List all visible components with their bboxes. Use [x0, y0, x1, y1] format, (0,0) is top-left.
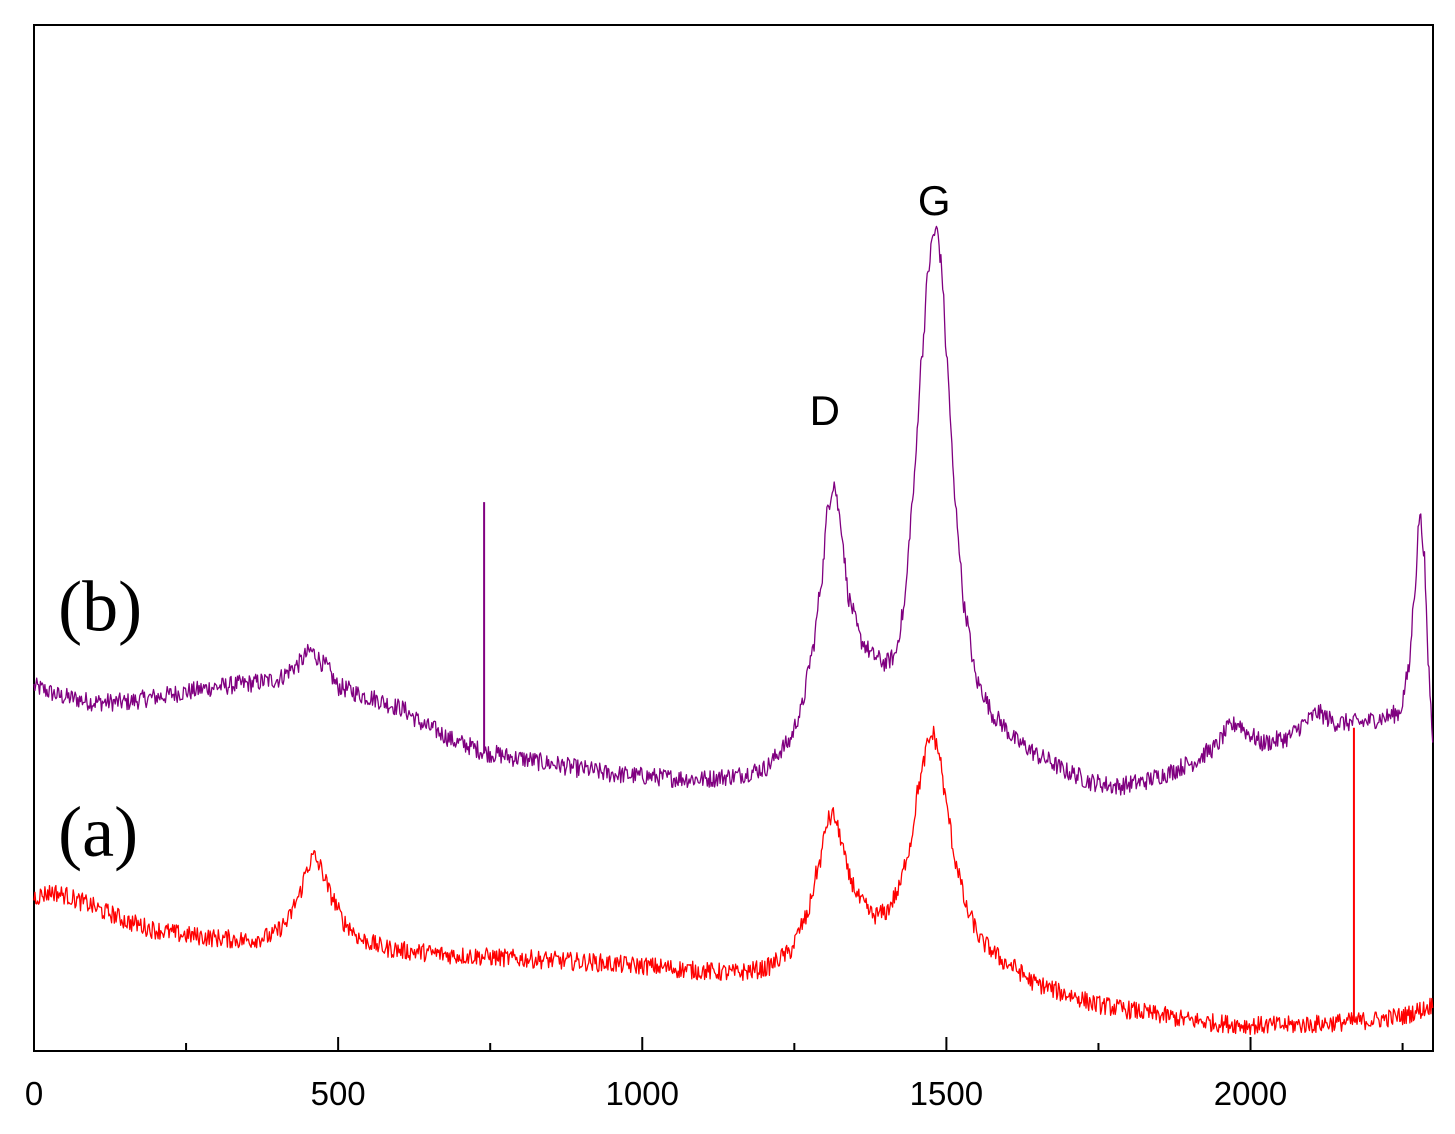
x-axis-ticks — [33, 1037, 1404, 1051]
series-b — [33, 225, 1434, 796]
series-line-a — [33, 725, 1434, 1036]
x-tick-label: 0 — [25, 1075, 43, 1112]
peak-label-g: G — [918, 177, 951, 224]
series-group — [33, 225, 1434, 1036]
series-a — [33, 725, 1434, 1036]
series-label-a: (a) — [58, 792, 138, 872]
x-tick-label: 2000 — [1214, 1075, 1287, 1112]
x-tick-label: 1000 — [606, 1075, 679, 1112]
peak-annotations: DG — [810, 177, 951, 434]
x-tick-label: 500 — [311, 1075, 366, 1112]
series-label-b: (b) — [58, 566, 142, 646]
series-line-b — [33, 225, 1434, 796]
x-axis-tick-labels: 0 500 1000 1500 2000 — [25, 1075, 1287, 1112]
plot-frame — [33, 24, 1434, 1052]
peak-label-d: D — [810, 387, 840, 434]
x-tick-label: 1500 — [910, 1075, 983, 1112]
series-labels: (b) (a) — [58, 566, 142, 872]
